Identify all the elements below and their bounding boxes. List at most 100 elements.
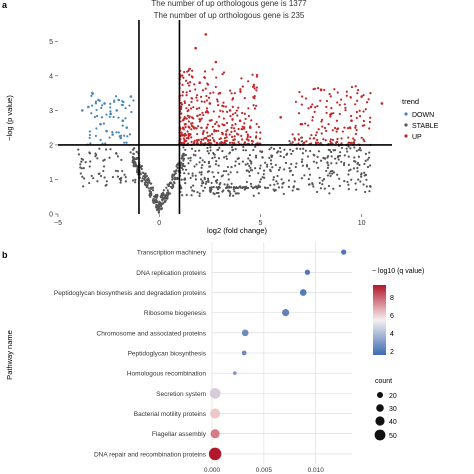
stable-point xyxy=(266,186,270,189)
up-point xyxy=(198,117,201,121)
up-point xyxy=(233,130,236,133)
stable-point xyxy=(364,173,368,176)
down-point xyxy=(119,136,123,140)
up-point xyxy=(183,115,186,119)
stable-point xyxy=(334,157,337,160)
count-label-30: 30 xyxy=(389,406,397,413)
up-point xyxy=(314,141,318,144)
stable-point xyxy=(167,191,170,194)
stable-point xyxy=(329,170,332,173)
stable-point xyxy=(88,165,91,168)
stable-point xyxy=(161,198,164,201)
x-tick-label: 5 xyxy=(258,220,262,227)
down-point xyxy=(95,108,98,112)
stable-point xyxy=(159,207,162,210)
stable-point xyxy=(245,180,249,184)
up-point xyxy=(230,126,233,129)
up-point xyxy=(187,104,191,107)
count-swatch-50 xyxy=(374,429,386,441)
up-point xyxy=(252,96,255,99)
up-point xyxy=(315,131,318,134)
stable-point xyxy=(205,180,208,183)
volcano-x-axis-label: log2 (fold change) xyxy=(207,226,268,235)
stable-point xyxy=(179,185,182,189)
stable-point xyxy=(155,203,158,207)
up-point xyxy=(215,141,219,144)
stable-point xyxy=(115,152,118,155)
stable-point xyxy=(258,185,261,188)
up-point xyxy=(255,86,258,89)
up-point xyxy=(180,134,184,137)
stable-point xyxy=(200,184,203,187)
up-point xyxy=(327,123,330,126)
stable-point xyxy=(293,180,296,183)
stable-point xyxy=(358,163,361,167)
down-point xyxy=(102,122,106,125)
stable-point xyxy=(123,173,126,176)
pathway-dot xyxy=(241,329,249,337)
up-point xyxy=(214,122,217,126)
stable-point xyxy=(155,208,159,211)
stable-point xyxy=(327,184,331,188)
stable-point xyxy=(134,163,137,166)
stable-point xyxy=(224,186,228,190)
pathway-dot xyxy=(210,408,221,419)
up-point xyxy=(362,110,365,113)
stable-point xyxy=(278,146,282,150)
stable-point xyxy=(364,152,367,155)
up-point xyxy=(331,129,334,132)
stable-point xyxy=(160,204,163,208)
stable-point xyxy=(353,146,356,149)
stable-point xyxy=(249,166,252,169)
stable-point xyxy=(232,194,235,197)
stable-point xyxy=(193,165,196,168)
stable-point xyxy=(105,180,108,183)
stable-point xyxy=(214,179,218,183)
stable-point xyxy=(134,165,137,168)
up-point xyxy=(297,133,300,136)
stable-point xyxy=(232,186,235,189)
stable-point xyxy=(259,164,262,167)
stable-point xyxy=(363,162,366,166)
count-legend: count 20 30 40 50 xyxy=(374,378,397,441)
stable-point xyxy=(217,191,220,195)
up-point xyxy=(229,89,232,92)
stable-point xyxy=(308,167,311,170)
up-point xyxy=(231,98,234,101)
stable-point xyxy=(242,149,245,152)
stable-point xyxy=(337,158,340,161)
up-point xyxy=(349,95,352,99)
panel-a-label: a xyxy=(2,0,8,10)
stable-point xyxy=(366,158,369,161)
up-point xyxy=(212,110,215,113)
stable-point xyxy=(185,193,188,197)
up-point xyxy=(180,131,183,134)
up-point xyxy=(188,73,191,76)
down-point xyxy=(109,112,112,116)
stable-point xyxy=(246,162,249,165)
up-point xyxy=(314,106,317,109)
stable-point xyxy=(116,170,119,173)
up-point xyxy=(362,94,365,97)
stable-point xyxy=(217,157,221,160)
up-point xyxy=(251,73,254,76)
stable-point xyxy=(90,174,93,178)
q-value-tick-2: 2 xyxy=(390,349,394,356)
up-point xyxy=(197,125,200,128)
stable-point xyxy=(275,180,278,183)
stable-point xyxy=(217,148,220,151)
up-point xyxy=(338,103,341,107)
stable-point xyxy=(168,192,172,195)
stable-point xyxy=(273,183,276,186)
stable-point xyxy=(140,179,143,183)
up-point xyxy=(247,80,250,83)
stable-point xyxy=(288,167,291,170)
up-point xyxy=(324,139,327,142)
up-point xyxy=(253,107,257,110)
up-point xyxy=(206,82,209,85)
stable-point xyxy=(300,160,304,164)
up-point xyxy=(202,113,205,117)
down-point xyxy=(105,113,108,116)
up-point xyxy=(201,111,204,114)
up-point xyxy=(215,129,218,133)
